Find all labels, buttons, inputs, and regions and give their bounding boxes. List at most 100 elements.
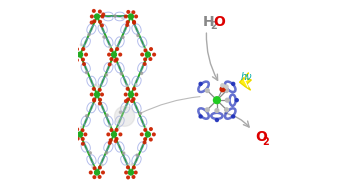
Text: 2: 2 <box>262 137 269 147</box>
Circle shape <box>86 71 88 74</box>
Circle shape <box>135 93 138 96</box>
Circle shape <box>133 88 136 90</box>
Text: H: H <box>203 15 214 29</box>
Circle shape <box>111 52 117 57</box>
Circle shape <box>127 166 129 169</box>
Circle shape <box>93 98 96 101</box>
Circle shape <box>101 164 103 166</box>
Circle shape <box>145 127 147 129</box>
Circle shape <box>99 20 101 23</box>
Circle shape <box>120 73 122 75</box>
Circle shape <box>205 89 209 92</box>
Circle shape <box>103 36 105 38</box>
Circle shape <box>133 22 136 24</box>
Circle shape <box>126 21 129 23</box>
Circle shape <box>127 176 129 179</box>
Circle shape <box>102 13 105 16</box>
Circle shape <box>110 129 113 131</box>
Circle shape <box>115 106 135 126</box>
Circle shape <box>144 63 146 65</box>
Circle shape <box>116 58 118 61</box>
Circle shape <box>80 126 82 128</box>
Circle shape <box>92 88 95 90</box>
Circle shape <box>126 88 129 90</box>
Circle shape <box>145 52 150 57</box>
Circle shape <box>92 10 95 12</box>
Circle shape <box>128 92 134 97</box>
Circle shape <box>119 111 122 113</box>
Circle shape <box>131 100 134 102</box>
Circle shape <box>116 48 119 50</box>
Circle shape <box>76 59 78 61</box>
Circle shape <box>76 48 78 50</box>
Circle shape <box>93 20 96 22</box>
Circle shape <box>108 142 111 144</box>
Circle shape <box>111 132 117 137</box>
Circle shape <box>149 138 152 141</box>
Circle shape <box>80 44 82 46</box>
Text: O: O <box>256 130 267 144</box>
Circle shape <box>101 15 104 18</box>
Circle shape <box>108 63 111 66</box>
Circle shape <box>81 138 84 140</box>
Circle shape <box>99 10 101 13</box>
Text: 2: 2 <box>210 22 217 31</box>
Circle shape <box>92 166 94 168</box>
Circle shape <box>89 152 91 154</box>
Circle shape <box>126 85 128 87</box>
Circle shape <box>136 154 138 156</box>
Circle shape <box>114 140 117 142</box>
Polygon shape <box>239 73 251 90</box>
Circle shape <box>232 115 235 118</box>
Circle shape <box>225 85 228 88</box>
Circle shape <box>99 166 101 169</box>
Circle shape <box>128 164 130 166</box>
Circle shape <box>85 53 87 56</box>
Circle shape <box>86 115 88 117</box>
Circle shape <box>122 17 124 19</box>
Circle shape <box>225 98 229 102</box>
Circle shape <box>82 48 85 50</box>
Circle shape <box>127 98 129 101</box>
Circle shape <box>101 24 103 27</box>
Circle shape <box>140 133 143 136</box>
Circle shape <box>95 84 97 86</box>
Circle shape <box>106 152 108 154</box>
Circle shape <box>109 125 110 127</box>
Circle shape <box>205 108 209 112</box>
Circle shape <box>143 141 146 144</box>
Circle shape <box>110 58 113 60</box>
Circle shape <box>139 112 141 115</box>
Circle shape <box>116 47 117 49</box>
Text: hν: hν <box>240 72 252 81</box>
Circle shape <box>220 87 225 92</box>
Circle shape <box>115 138 118 140</box>
Circle shape <box>215 109 219 112</box>
Circle shape <box>110 49 113 51</box>
Circle shape <box>149 58 152 60</box>
Circle shape <box>102 171 104 174</box>
Circle shape <box>144 138 147 140</box>
Circle shape <box>125 93 127 96</box>
Circle shape <box>125 100 127 102</box>
Circle shape <box>98 176 101 178</box>
Circle shape <box>89 171 92 174</box>
Circle shape <box>131 163 133 165</box>
Circle shape <box>126 24 129 26</box>
Circle shape <box>109 46 111 48</box>
Text: O: O <box>213 15 225 29</box>
Circle shape <box>199 82 202 85</box>
Circle shape <box>144 49 147 52</box>
Circle shape <box>128 170 134 175</box>
Circle shape <box>107 133 110 136</box>
Circle shape <box>128 14 134 19</box>
Circle shape <box>109 139 112 141</box>
Circle shape <box>74 53 76 56</box>
Circle shape <box>132 98 135 100</box>
Circle shape <box>95 170 99 175</box>
Circle shape <box>199 115 202 118</box>
Circle shape <box>214 97 220 104</box>
Circle shape <box>225 89 228 92</box>
Circle shape <box>132 166 135 169</box>
Circle shape <box>115 129 118 131</box>
